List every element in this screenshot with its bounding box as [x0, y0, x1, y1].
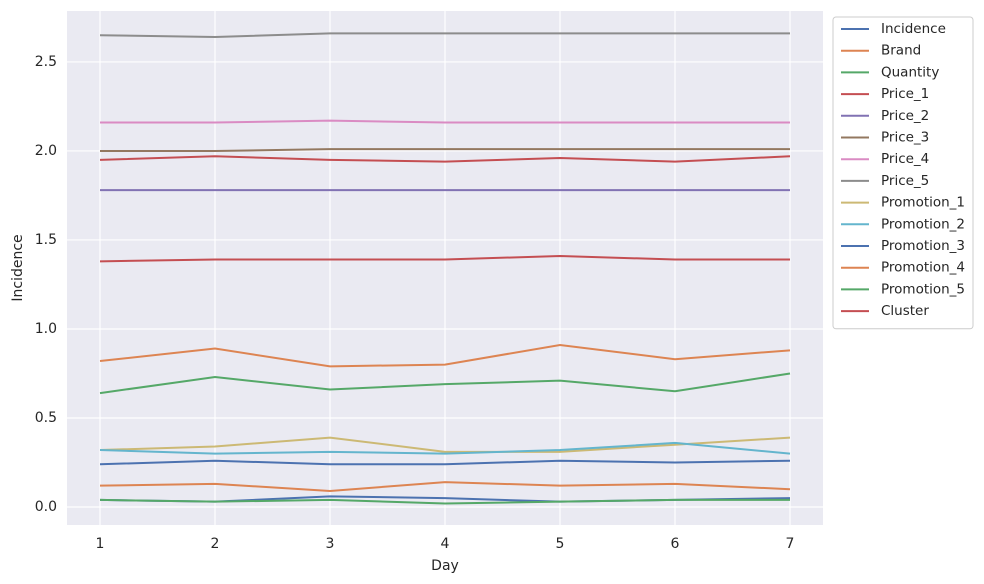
legend-label: Promotion_1 [881, 195, 965, 211]
legend-label: Promotion_3 [881, 238, 965, 254]
x-tick-label: 7 [786, 536, 795, 552]
x-tick-label: 2 [211, 536, 220, 552]
line [100, 119, 790, 124]
legend-label: Promotion_4 [881, 260, 965, 276]
line [99, 441, 791, 455]
line [99, 436, 791, 453]
legend-label: Price_1 [881, 86, 929, 102]
y-tick-label: 2.0 [35, 143, 57, 159]
y-tick-label: 0.5 [35, 410, 57, 426]
legend-label: Promotion_2 [881, 216, 965, 232]
legend-label: Incidence [881, 21, 946, 37]
line [99, 32, 790, 38]
legend-label: Price_4 [881, 151, 929, 167]
legend-label: Cluster [881, 303, 929, 319]
line [99, 459, 791, 466]
legend-label: Price_2 [881, 108, 929, 124]
line [99, 481, 791, 492]
line [99, 372, 791, 395]
y-tick-label: 2.5 [35, 54, 57, 70]
line [99, 498, 790, 505]
y-tick-label: 1.5 [35, 232, 57, 248]
x-tick-label: 4 [441, 536, 450, 552]
x-axis-label: Day [431, 558, 459, 574]
y-axis-label: Incidence [10, 234, 26, 301]
x-tick-label: 5 [556, 536, 565, 552]
line [99, 254, 790, 263]
x-tick-label: 1 [96, 536, 105, 552]
line [99, 155, 791, 163]
legend-label: Price_3 [881, 130, 929, 146]
line [99, 343, 791, 368]
line [100, 148, 790, 152]
y-tick-label: 0.0 [35, 499, 57, 515]
x-tick-label: 3 [326, 536, 335, 552]
legend-label: Quantity [881, 64, 939, 80]
legend-label: Price_5 [881, 173, 929, 189]
y-tick-label: 1.0 [35, 321, 57, 337]
x-tick-label: 6 [671, 536, 680, 552]
legend-label: Promotion_5 [881, 281, 965, 297]
legend-label: Brand [881, 43, 921, 59]
